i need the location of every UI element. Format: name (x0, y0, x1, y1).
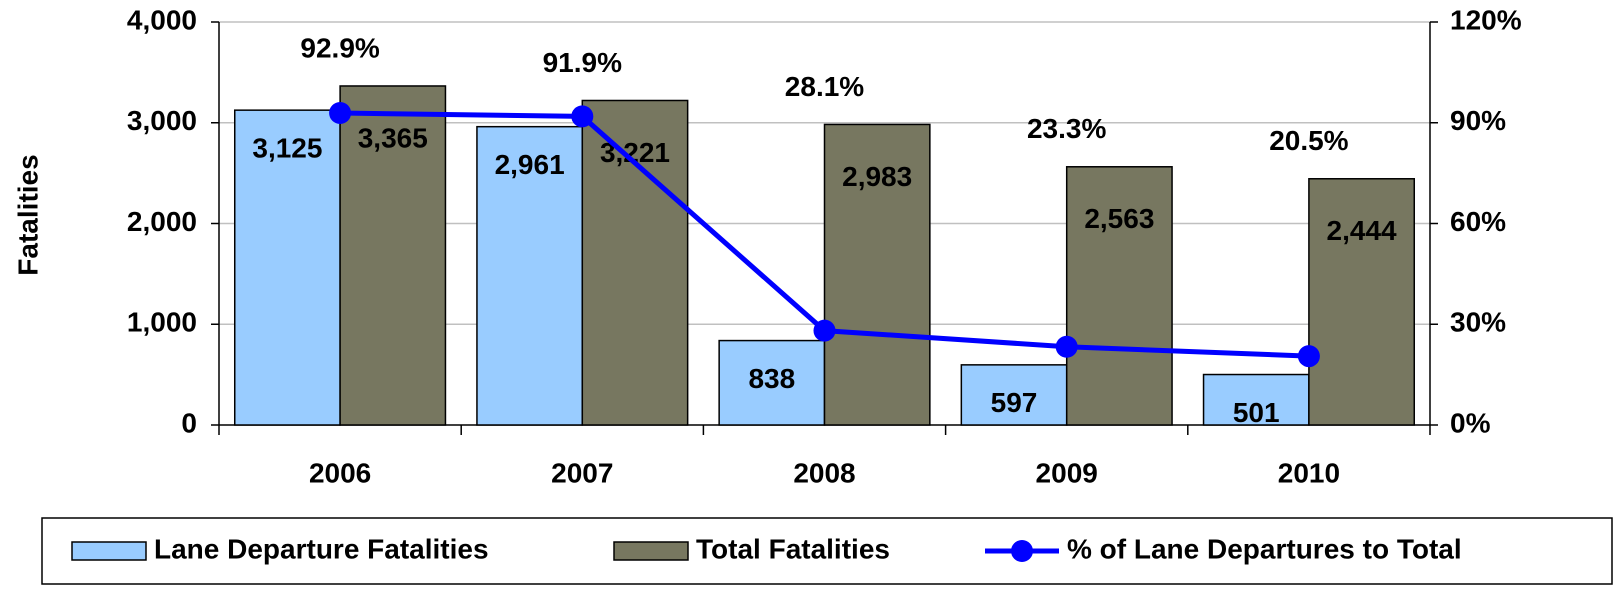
y-tick-label: 0 (181, 407, 197, 438)
x-tick-label: 2008 (793, 457, 855, 488)
line-marker (813, 319, 836, 342)
bar (233, 109, 341, 426)
line-marker (571, 105, 594, 128)
y2-tick-label: 30% (1450, 307, 1506, 338)
y-axis-label: Fatalities (12, 154, 43, 275)
bar (1065, 166, 1173, 426)
y-tick-label: 2,000 (127, 206, 197, 237)
bar (476, 125, 584, 426)
bar-label: 3,365 (358, 122, 428, 153)
bar (823, 123, 931, 426)
x-tick-label: 2007 (551, 457, 613, 488)
bar (718, 339, 826, 426)
x-tick-label: 2010 (1278, 457, 1340, 488)
line-marker (1297, 345, 1320, 368)
y2-tick-label: 0% (1450, 407, 1491, 438)
legend-swatch (613, 541, 689, 561)
bar-label: 3,125 (252, 133, 322, 164)
bar (1308, 178, 1416, 426)
y-tick-label: 3,000 (127, 105, 197, 136)
legend-label: Lane Departure Fatalities (154, 533, 489, 564)
bar (1202, 373, 1310, 426)
y2-tick-label: 60% (1450, 206, 1506, 237)
y2-tick-label: 90% (1450, 105, 1506, 136)
bar (581, 99, 689, 426)
bar-label: 2,983 (842, 161, 912, 192)
y2-tick-label: 120% (1450, 4, 1522, 35)
line-label: 91.9% (543, 47, 622, 78)
bar-label: 597 (991, 387, 1038, 418)
bar (339, 85, 447, 426)
bar-label: 2,444 (1327, 215, 1397, 246)
line-label: 23.3% (1027, 113, 1106, 144)
bar (960, 364, 1068, 426)
bar-label: 2,563 (1084, 203, 1154, 234)
line-label: 92.9% (300, 32, 379, 63)
line-label: 28.1% (785, 71, 864, 102)
x-tick-label: 2009 (1036, 457, 1098, 488)
line-marker (1055, 335, 1078, 358)
line-label: 20.5% (1269, 125, 1348, 156)
legend-label: Total Fatalities (696, 533, 890, 564)
legend-label: % of Lane Departures to Total (1067, 533, 1462, 564)
legend-marker (1011, 540, 1033, 562)
y-tick-label: 1,000 (127, 307, 197, 338)
legend-box (41, 517, 1613, 585)
legend-swatch (71, 541, 147, 561)
x-tick-label: 2006 (309, 457, 371, 488)
bar-label: 838 (748, 363, 795, 394)
y-tick-label: 4,000 (127, 4, 197, 35)
bar-label: 2,961 (495, 149, 565, 180)
line-marker (329, 102, 352, 125)
bar-label: 501 (1233, 397, 1280, 428)
